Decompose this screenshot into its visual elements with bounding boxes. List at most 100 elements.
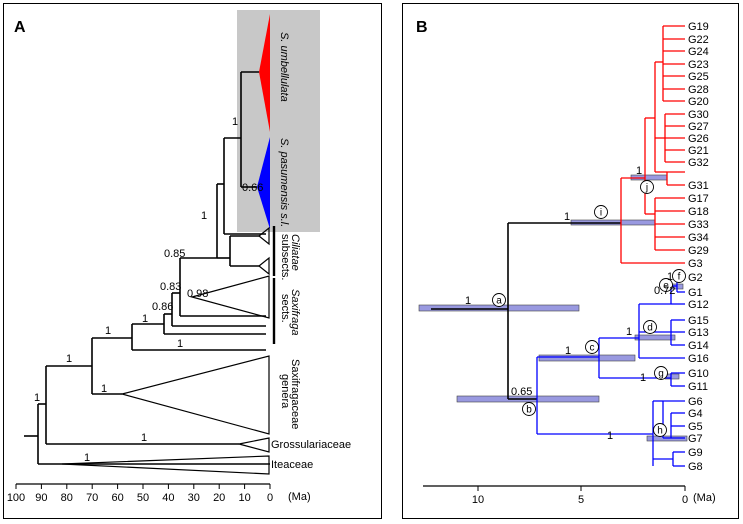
collapsed-clades	[61, 226, 270, 475]
tip-label: G31	[688, 180, 709, 192]
node-letter: c	[590, 343, 595, 354]
support-value: 1	[66, 353, 72, 365]
node-letter: j	[645, 183, 648, 194]
axis-ticks-b: 10 5 0	[472, 486, 688, 506]
panel-a-label: A	[14, 19, 26, 36]
tip-label: G10	[688, 368, 709, 380]
support-value: 0.86	[152, 301, 173, 313]
axis-tick-label: 90	[35, 492, 47, 504]
axis-unit-b: (Ma)	[693, 492, 716, 504]
support-value: 1	[667, 271, 673, 283]
tip-label: G34	[688, 232, 709, 244]
support-value: 1	[105, 325, 111, 337]
tip-labels-red: G19G22G24G23G25G28G20G30G27G26G21G32G31G…	[665, 21, 709, 270]
tip-label: G30	[688, 109, 709, 121]
support-value: 0.85	[164, 248, 185, 260]
tip-label: G27	[688, 121, 709, 133]
panel-a: A S. umbellulata S. pasumensis s.l.	[3, 3, 382, 519]
tip-label: G33	[688, 219, 709, 231]
tip-label: G18	[688, 206, 709, 218]
tip-label: G26	[688, 133, 709, 145]
tip-label: G15	[688, 315, 709, 327]
support-value: 0.98	[187, 288, 208, 300]
label-saxifragaceae: Saxifragaceae	[289, 359, 301, 429]
node-letter-circle	[654, 366, 668, 380]
node-letter: d	[647, 323, 653, 334]
tip-label: G1	[688, 287, 703, 299]
panel-b: B	[402, 3, 739, 519]
support-value: 1	[232, 116, 238, 128]
node-letter: i	[600, 208, 602, 219]
label-pasumensis: S. pasumensis s.l.	[278, 138, 290, 227]
tip-label: G24	[688, 46, 709, 58]
panel-b-tree: B	[416, 19, 716, 506]
tip-label: G22	[688, 34, 709, 46]
axis-tick-label: 80	[61, 492, 73, 504]
support-value: 1	[177, 338, 183, 350]
label-ciliatae-sub: subsects.	[279, 234, 291, 280]
tip-label: G2	[688, 272, 703, 284]
node-letter-circle	[594, 205, 608, 219]
tip-label: G4	[688, 408, 703, 420]
axis-tick-label: 70	[86, 492, 98, 504]
node-letters: a b c d ef g h i j	[492, 180, 686, 437]
highlight-box	[237, 10, 320, 232]
node-letter-circle	[640, 180, 654, 194]
tip-label: G25	[688, 71, 709, 83]
axis-unit: (Ma)	[288, 491, 311, 503]
tip-label: G32	[688, 157, 709, 169]
panel-b-label: B	[416, 19, 428, 36]
node-letter: a	[496, 296, 502, 307]
stem-branches	[431, 222, 621, 400]
tip-label: G23	[688, 59, 709, 71]
tip-label: G13	[688, 327, 709, 339]
support-value: 0.66	[242, 182, 263, 194]
node-letter-circle	[522, 402, 536, 416]
label-saxifraga: Saxifraga	[289, 289, 301, 335]
label-umbellulata: S. umbellulata	[278, 32, 290, 102]
axis-tick-label: 50	[137, 492, 149, 504]
support-value: 1	[636, 165, 642, 177]
umbellulata-triangle	[259, 14, 270, 132]
node-letter-circle	[643, 320, 657, 334]
axis-tick-label: 20	[213, 492, 225, 504]
axis-tick-label: 100	[7, 492, 25, 504]
tip-label: G19	[688, 21, 709, 33]
tip-label: G28	[688, 84, 709, 96]
node-letter: b	[526, 405, 532, 416]
tip-label: G29	[688, 245, 709, 257]
hpd-bar-c	[538, 354, 636, 362]
axis-tick-label: 60	[111, 492, 123, 504]
pasumensis-triangle	[257, 137, 270, 229]
tip-label: G14	[688, 340, 709, 352]
tip-label: G12	[688, 299, 709, 311]
tip-label: G7	[688, 433, 703, 445]
node-letter: f	[678, 272, 681, 283]
axis-tick-label: 0	[682, 494, 688, 506]
support-value: 1	[34, 392, 40, 404]
tip-label: G6	[688, 396, 703, 408]
axis-tick-label: 40	[162, 492, 174, 504]
support-value: 0.83	[160, 281, 181, 293]
node-letter-circle	[659, 278, 673, 292]
tree-branches	[24, 71, 270, 465]
tip-label: G8	[688, 461, 703, 473]
label-iteaceae: Iteaceae	[271, 459, 313, 471]
axis-tick-label: 0	[267, 492, 273, 504]
axis-tick-label: 30	[188, 492, 200, 504]
axis-tick-label: 5	[578, 494, 584, 506]
support-value: 0.72	[654, 285, 675, 297]
support-value: 1	[626, 326, 632, 338]
blue-clade	[536, 276, 685, 467]
axis-tick-label: 10	[472, 494, 484, 506]
support-value: 1	[84, 452, 90, 464]
tip-label: G3	[688, 258, 703, 270]
node-letter-circle	[585, 340, 599, 354]
support-value: 1	[607, 430, 613, 442]
tip-label: G17	[688, 193, 709, 205]
node-letter-circle	[492, 293, 506, 307]
axis-tick-label: 10	[238, 492, 250, 504]
support-value: 1	[640, 372, 646, 384]
support-value: 1	[465, 295, 471, 307]
support-value: 1	[101, 383, 107, 395]
